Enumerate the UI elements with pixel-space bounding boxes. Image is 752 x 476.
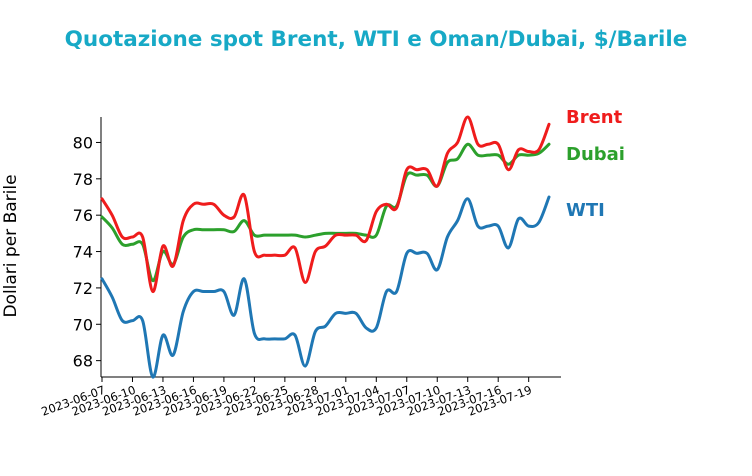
series-line-brent — [100, 115, 551, 294]
x-axis-ticks: 2023-06-072023-06-102023-06-132023-06-16… — [39, 377, 534, 419]
y-tick-label: 68 — [73, 352, 93, 371]
chart-title: Quotazione spot Brent, WTI e Oman/Dubai,… — [65, 27, 688, 52]
y-tick-label: 72 — [73, 279, 93, 298]
y-axis-ticks: 68 70 72 74 76 78 80 — [73, 133, 101, 371]
series-lines — [100, 115, 551, 379]
series-label-brent: Brent — [566, 107, 623, 128]
y-tick-label: 78 — [73, 170, 93, 189]
series-label-dubai: Dubai — [566, 144, 625, 165]
series-label-wti: WTI — [566, 200, 605, 221]
series-labels: Brent Dubai WTI — [566, 107, 625, 221]
y-tick-label: 76 — [73, 206, 93, 225]
y-tick-label: 80 — [73, 133, 93, 152]
y-tick-label: 70 — [73, 315, 93, 334]
y-tick-label: 74 — [73, 243, 93, 262]
axes — [100, 117, 561, 378]
series-line-wti — [100, 195, 551, 379]
y-axis-label: Dollari per Barile — [1, 174, 21, 317]
